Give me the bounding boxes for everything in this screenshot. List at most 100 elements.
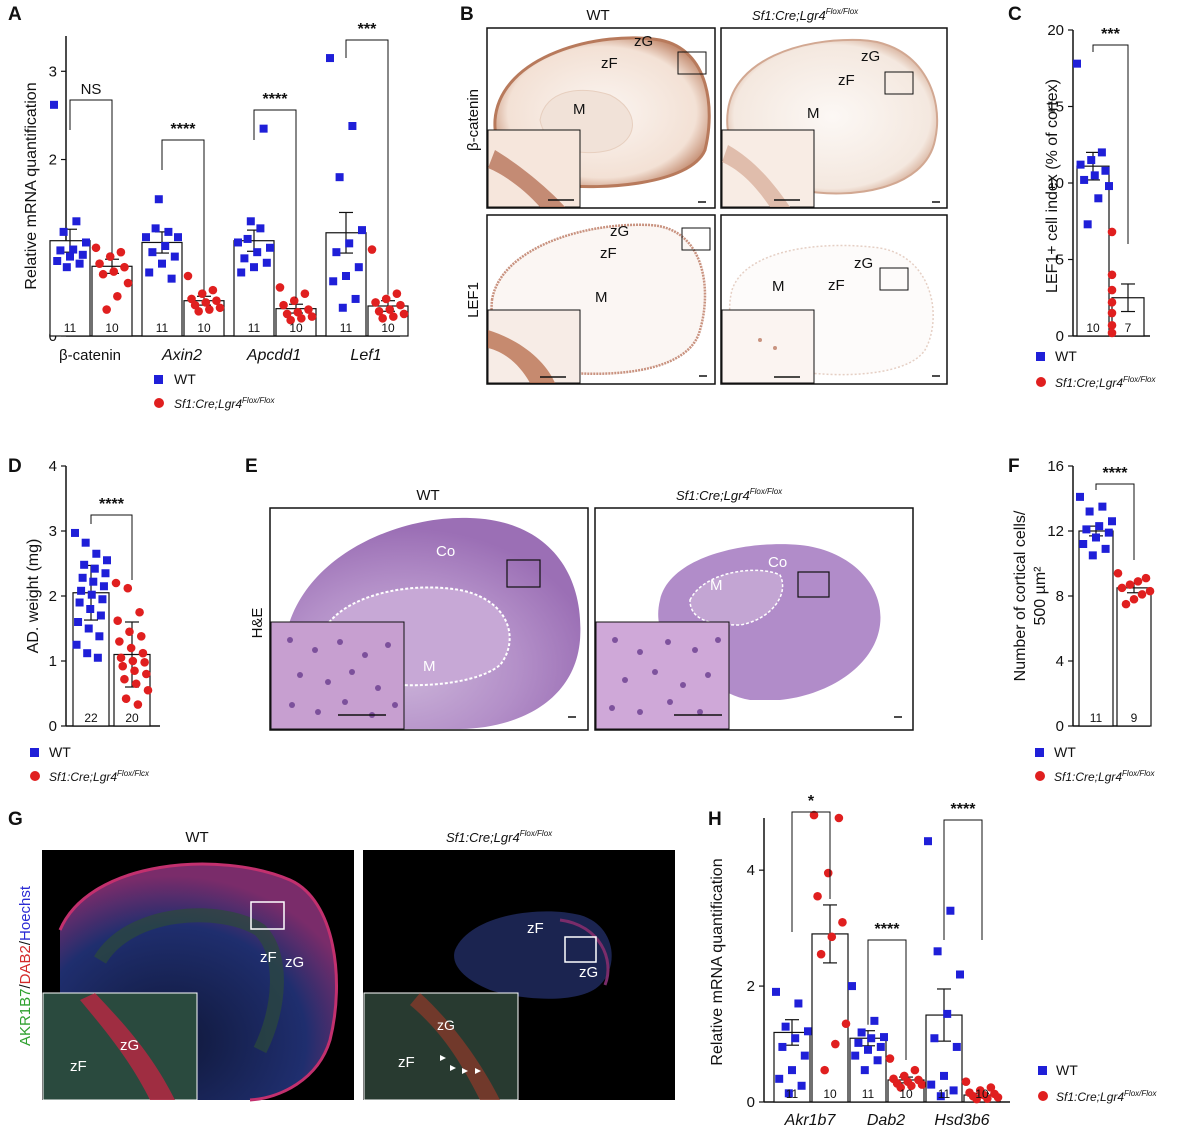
a-wt-3-point — [348, 122, 357, 130]
a-wt-1-point — [174, 233, 182, 242]
a-wt-2-point — [243, 234, 252, 243]
b3-zg: zG — [610, 223, 629, 240]
c-wt-point — [1083, 220, 1092, 229]
g-header-mut: Sf1:Cre;Lgr4Flox/Flox — [446, 829, 553, 845]
f-wt-point — [1101, 544, 1110, 553]
a-mut-0-point — [113, 291, 122, 301]
f-mut-point — [1129, 594, 1139, 604]
d-mut-point — [123, 583, 133, 593]
d-wt-n-label: 22 — [84, 711, 98, 725]
h-wt-1-point — [876, 1042, 885, 1051]
a-mut-0-point — [95, 259, 104, 268]
h-mut-0-point — [816, 949, 826, 959]
f-wt-bar — [1078, 530, 1114, 727]
a-mut-1-point — [212, 296, 221, 306]
h-wt-0-point — [772, 987, 780, 996]
f-mut-point — [1133, 577, 1143, 586]
a-2-bracket — [253, 109, 297, 299]
a-category-3: Lef1 — [350, 347, 381, 364]
a-0-significance: NS — [81, 81, 102, 98]
a-mut-3-point — [367, 245, 377, 254]
a-1-bracket — [161, 139, 205, 291]
c-mut-point — [1107, 270, 1117, 280]
a-wt-3-point — [338, 303, 347, 312]
a-category-2: Apcdd1 — [246, 347, 301, 364]
legend-c-wt-label: WT — [1055, 348, 1077, 364]
h-wt-2-point — [952, 1042, 961, 1051]
panel-label-f: F — [1008, 456, 1020, 477]
c-mut-n-label: 7 — [1125, 321, 1132, 335]
h-wt-1-point — [851, 1051, 860, 1060]
a-mut-2-point — [297, 314, 306, 323]
a-wt-3-point — [332, 248, 341, 257]
b-image-wt-lef1: zG zF M — [486, 214, 716, 385]
a-mut-1-point — [205, 305, 214, 314]
c-mut-point — [1107, 298, 1117, 307]
h-mut-0-n-label: 10 — [823, 1087, 837, 1101]
c-ytick-label: 15 — [1047, 99, 1064, 116]
legend-c-wt-marker — [1036, 352, 1045, 361]
a-mut-2-point — [279, 300, 288, 310]
c-wt-point — [1090, 171, 1099, 180]
d-wt-point — [92, 549, 101, 558]
d-mut-point — [126, 643, 136, 653]
h-y-title: Relative mRNA quantification — [709, 858, 726, 1065]
g1-inset-zf: zF — [70, 1058, 87, 1075]
panel-e-images: WT Sf1:Cre;Lgr4Flox/Flox H&E Co M — [249, 487, 914, 731]
h-wt-2-point — [949, 1086, 958, 1095]
c-ytick-label: 20 — [1047, 22, 1064, 39]
d-wt-point — [99, 582, 108, 591]
d-y-title: AD. weight (mg) — [25, 539, 42, 654]
a-wt-2-point — [266, 243, 274, 252]
a-wt-1-point — [158, 259, 166, 268]
h-mut-2-point — [961, 1077, 971, 1087]
f-mut-point — [1117, 583, 1127, 593]
h-wt-2-point — [940, 1071, 948, 1080]
d-mut-point — [142, 669, 151, 679]
a-wt-0-point — [53, 257, 62, 265]
a-3-significance: *** — [358, 21, 377, 38]
h-wt-2-point — [924, 837, 932, 846]
legend-a-wt-label: WT — [174, 371, 196, 387]
a-wt-1-n-label: 11 — [156, 321, 169, 335]
h-wt-0-point — [797, 1081, 806, 1090]
d-mut-point — [125, 627, 134, 637]
h-wt-0-point — [804, 1027, 812, 1036]
e-row-label: H&E — [249, 608, 266, 639]
h-mut-0-point — [827, 932, 837, 942]
a-wt-0-point — [62, 263, 71, 272]
h-category-1: Dab2 — [867, 1112, 905, 1129]
a-wt-3-point — [329, 277, 338, 286]
h-ytick-label: 2 — [747, 978, 755, 995]
a-mut-3-point — [371, 298, 380, 307]
d-ytick-label: 2 — [49, 588, 57, 605]
d-ytick-label: 0 — [49, 718, 57, 735]
a-mut-3-point — [396, 300, 405, 310]
h-mut-0-point — [834, 813, 844, 823]
d-wt-point — [103, 556, 111, 565]
h-wt-0-point — [781, 1022, 790, 1031]
h-mut-2-point — [972, 1094, 981, 1104]
legend-a-mut-marker — [154, 398, 164, 408]
a-mut-0-point — [109, 267, 119, 276]
a-wt-0-point — [69, 245, 78, 254]
chart-h: 0 2 4 Relative mRNA quantification 11 10 * Akr1… — [709, 793, 1010, 1129]
h-mut-0-point — [823, 868, 833, 878]
h-mut-1-point — [885, 1054, 895, 1063]
a-wt-0-point — [82, 238, 90, 247]
h-wt-1-point — [870, 1016, 879, 1025]
a-wt-3-point — [354, 263, 363, 272]
a-y-title: Relative mRNA quantification — [23, 82, 40, 289]
f-ytick-label: 0 — [1056, 718, 1064, 735]
d-wt-point — [90, 564, 99, 573]
g-image-wt: zF zG zG zF — [42, 850, 354, 1102]
c-wt-point — [1101, 166, 1110, 175]
a-mut-1-point — [208, 285, 218, 295]
legend-h: WT Sf1:Cre;Lgr4Flox/Flox — [1038, 1062, 1157, 1104]
a-wt-3-point — [358, 226, 366, 235]
a-wt-1-point — [145, 268, 154, 277]
a-wt-1-point — [170, 252, 179, 261]
legend-f-mut-label: Sf1:Cre;Lgr4Flox/Flox — [1054, 769, 1155, 784]
a-category-0: β-catenin — [59, 347, 121, 364]
h-2-bracket — [943, 819, 983, 940]
